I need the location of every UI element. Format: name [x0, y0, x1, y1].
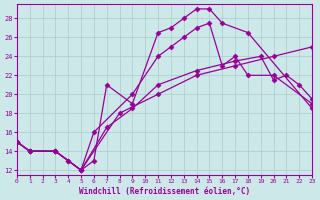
X-axis label: Windchill (Refroidissement éolien,°C): Windchill (Refroidissement éolien,°C)	[79, 187, 250, 196]
